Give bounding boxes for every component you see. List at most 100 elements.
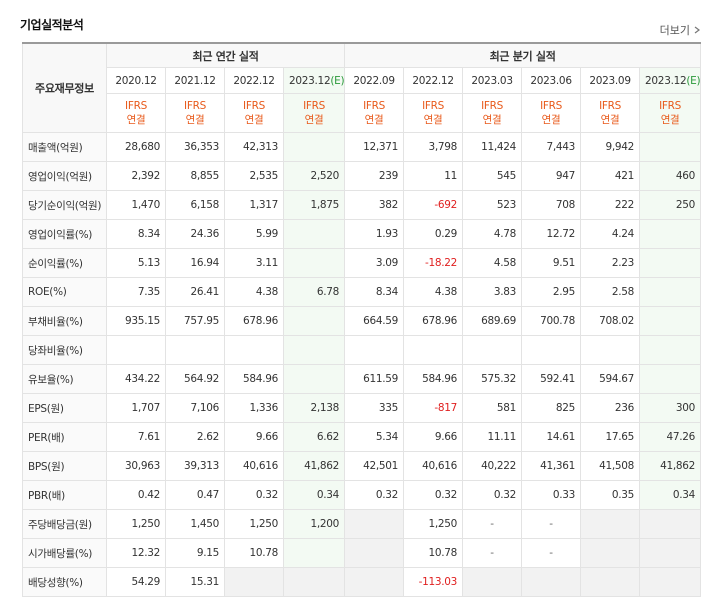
row-label: 유보율(%) — [22, 364, 107, 394]
value-cell — [639, 219, 702, 249]
value-cell: 3,798 — [403, 132, 464, 162]
value-cell — [580, 335, 641, 365]
value-cell — [344, 509, 405, 539]
more-arrow[interactable] — [693, 26, 701, 34]
value-cell: 11 — [403, 161, 464, 191]
value-cell: 0.32 — [224, 480, 284, 510]
value-cell: -692 — [403, 190, 464, 220]
row-label: 주당배당금(원) — [22, 509, 107, 539]
value-cell: -18.22 — [403, 248, 464, 278]
row-label: 배당성향(%) — [22, 567, 107, 597]
value-cell: 0.32 — [403, 480, 464, 510]
value-cell: 382 — [344, 190, 405, 220]
scope: 연결 — [600, 114, 620, 126]
value-cell: 947 — [521, 161, 582, 191]
value-cell: 26.41 — [165, 277, 225, 307]
value-cell: 239 — [344, 161, 405, 191]
corner-header: 주요재무정보 — [22, 42, 107, 133]
basis-header: IFRS 연결 — [521, 93, 582, 133]
value-cell: 16.94 — [165, 248, 225, 278]
value-cell: 678.96 — [224, 306, 284, 336]
value-cell: 757.95 — [165, 306, 225, 336]
value-cell: 40,616 — [403, 451, 464, 481]
basis: IFRS — [184, 100, 206, 112]
value-cell: 592.41 — [521, 364, 582, 394]
value-cell — [462, 567, 523, 597]
value-cell: 12,371 — [344, 132, 405, 162]
value-cell: 3.11 — [224, 248, 284, 278]
value-cell: 1,317 — [224, 190, 284, 220]
value-cell: 41,361 — [521, 451, 582, 481]
value-cell: -817 — [403, 393, 464, 423]
value-cell: 708 — [521, 190, 582, 220]
value-cell: 1,250 — [106, 509, 166, 539]
value-cell — [282, 335, 346, 365]
value-cell: 7.61 — [106, 422, 166, 452]
value-cell: - — [521, 538, 582, 568]
value-cell: 7.35 — [106, 277, 166, 307]
value-cell — [344, 335, 405, 365]
value-cell: 41,862 — [282, 451, 346, 481]
more-link[interactable]: 더보기 — [660, 22, 701, 38]
value-cell: 0.32 — [462, 480, 523, 510]
value-cell: 1.93 — [344, 219, 405, 249]
value-cell: 460 — [639, 161, 702, 191]
value-cell: 1,200 — [282, 509, 346, 539]
value-cell: 6.78 — [282, 277, 346, 307]
value-cell: 1,875 — [282, 190, 346, 220]
value-cell: 2,535 — [224, 161, 284, 191]
value-cell: 678.96 — [403, 306, 464, 336]
value-cell: 4.58 — [462, 248, 523, 278]
period-header: 2022.09 — [344, 67, 405, 94]
row-label: 영업이익(억원) — [22, 161, 107, 191]
scope: 연결 — [364, 114, 384, 126]
scope: 연결 — [244, 114, 264, 126]
basis-header: IFRS 연결 — [344, 93, 405, 133]
value-cell — [639, 335, 702, 365]
value-cell: 11,424 — [462, 132, 523, 162]
value-cell: - — [462, 538, 523, 568]
more-text[interactable]: 더보기 — [659, 24, 690, 37]
scope: 연결 — [423, 114, 443, 126]
value-cell — [639, 277, 702, 307]
value-cell — [224, 567, 284, 597]
value-cell: 222 — [580, 190, 641, 220]
value-cell: 2.95 — [521, 277, 582, 307]
value-cell: 523 — [462, 190, 523, 220]
value-cell: 564.92 — [165, 364, 225, 394]
value-cell — [282, 567, 346, 597]
value-cell: 594.67 — [580, 364, 641, 394]
value-cell: 8.34 — [106, 219, 166, 249]
value-cell — [165, 335, 225, 365]
value-cell: 0.34 — [282, 480, 346, 510]
row-label: 시가배당률(%) — [22, 538, 107, 568]
value-cell — [639, 132, 702, 162]
value-cell — [521, 567, 582, 597]
basis: IFRS — [363, 100, 385, 112]
value-cell: 24.36 — [165, 219, 225, 249]
row-label: EPS(원) — [22, 393, 107, 423]
basis: IFRS — [303, 100, 325, 112]
period-header: 2023.06 — [521, 67, 582, 94]
value-cell: 17.65 — [580, 422, 641, 452]
value-cell: 8.34 — [344, 277, 405, 307]
value-cell: 825 — [521, 393, 582, 423]
value-cell: 1,250 — [403, 509, 464, 539]
period-header: 2022.12 — [403, 67, 464, 94]
value-cell: 9,942 — [580, 132, 641, 162]
value-cell: 28,680 — [106, 132, 166, 162]
value-cell: 9.66 — [224, 422, 284, 452]
value-cell: 935.15 — [106, 306, 166, 336]
value-cell: 5.34 — [344, 422, 405, 452]
row-label: 부채비율(%) — [22, 306, 107, 336]
value-cell — [282, 219, 346, 249]
value-cell: 584.96 — [403, 364, 464, 394]
value-cell: 689.69 — [462, 306, 523, 336]
scope: 연결 — [541, 114, 561, 126]
value-cell: 250 — [639, 190, 702, 220]
value-cell: 335 — [344, 393, 405, 423]
value-cell: 54.29 — [106, 567, 166, 597]
value-cell: 434.22 — [106, 364, 166, 394]
value-cell: 2,520 — [282, 161, 346, 191]
value-cell: 611.59 — [344, 364, 405, 394]
